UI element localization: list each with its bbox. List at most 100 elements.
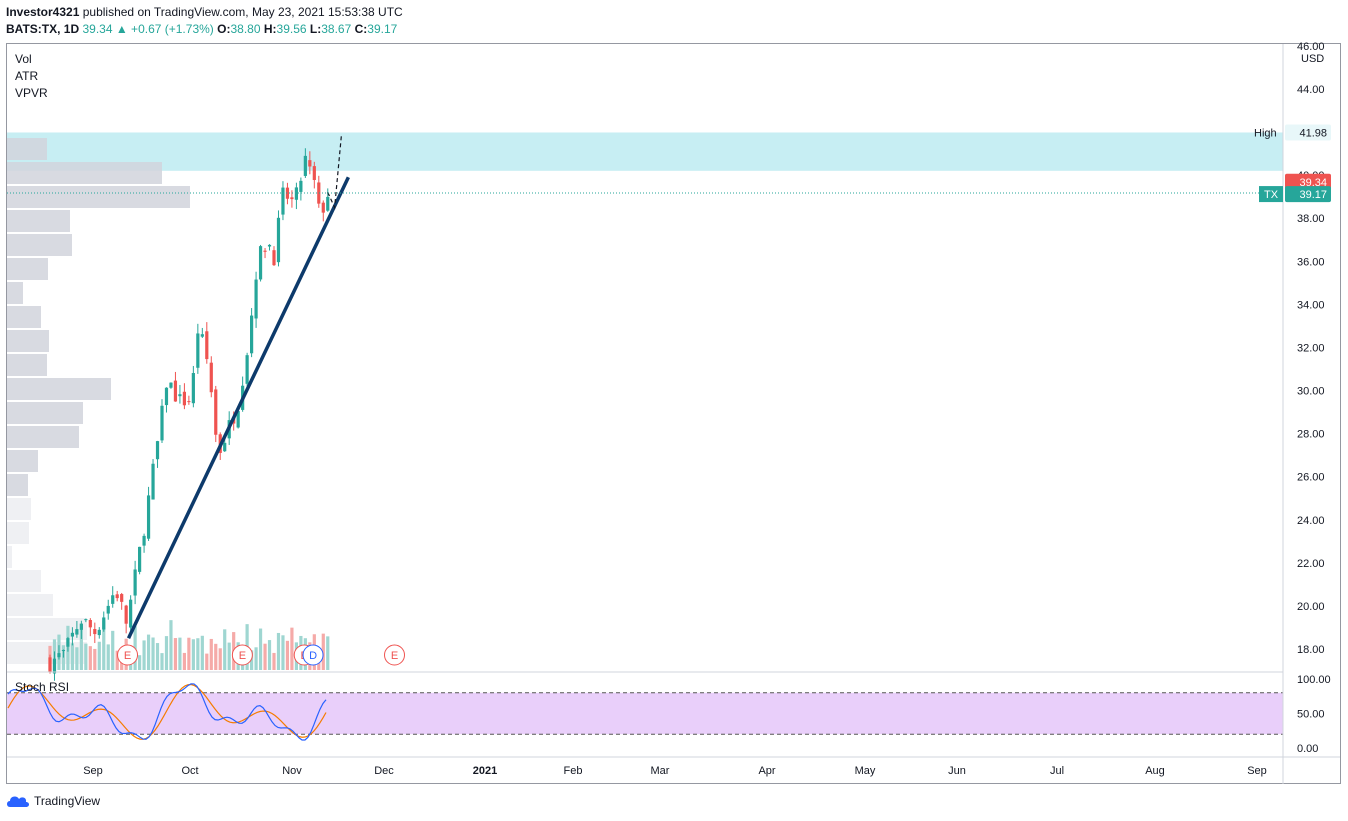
price-tick-label: 34.00 bbox=[1297, 299, 1325, 311]
candle-body bbox=[268, 245, 271, 247]
vpvr-bar bbox=[7, 138, 47, 160]
price-tick-label: 28.00 bbox=[1297, 429, 1325, 441]
volume-bar bbox=[210, 639, 213, 670]
candle-body bbox=[281, 188, 284, 215]
stoch-tick-label: 0.00 bbox=[1297, 743, 1318, 755]
candle-body bbox=[174, 381, 177, 402]
candle-body bbox=[205, 331, 208, 359]
volume-bar bbox=[187, 638, 190, 670]
indicator-stoch-rsi[interactable]: Stoch RSI bbox=[15, 680, 69, 694]
candle-body bbox=[326, 197, 329, 211]
indicator-vol[interactable]: Vol bbox=[15, 52, 32, 66]
vpvr-bar bbox=[7, 354, 47, 376]
vpvr-bar bbox=[7, 282, 23, 304]
candle-body bbox=[129, 600, 132, 628]
volume-bar bbox=[254, 647, 257, 670]
price-tick-label: 38.00 bbox=[1297, 213, 1325, 225]
event-marker-label: E bbox=[391, 650, 398, 662]
candle-body bbox=[263, 251, 266, 252]
candle-body bbox=[304, 156, 307, 176]
candle-body bbox=[192, 373, 195, 403]
time-tick-label: Feb bbox=[564, 765, 583, 777]
volume-bar bbox=[268, 640, 271, 670]
vpvr-bar bbox=[7, 618, 87, 640]
vpvr-bar bbox=[7, 234, 72, 256]
vpvr-bar bbox=[7, 522, 29, 544]
resistance-zone bbox=[7, 132, 1283, 170]
vpvr-bar bbox=[7, 258, 48, 280]
candle-body bbox=[214, 389, 217, 434]
volume-bar bbox=[201, 636, 204, 670]
time-tick-label: Dec bbox=[374, 765, 394, 777]
time-tick-label: Jun bbox=[948, 765, 966, 777]
volume-bar bbox=[219, 648, 222, 670]
candle-body bbox=[111, 595, 114, 604]
volume-bar bbox=[156, 643, 159, 670]
indicator-vpvr[interactable]: VPVR bbox=[15, 86, 48, 100]
brand-name: TradingView bbox=[34, 794, 100, 808]
candle-body bbox=[80, 624, 83, 630]
candle-body bbox=[169, 383, 172, 388]
candle-body bbox=[308, 160, 311, 166]
time-tick-label: Aug bbox=[1145, 765, 1165, 777]
candle-body bbox=[102, 617, 105, 629]
time-tick-label: Jul bbox=[1050, 765, 1064, 777]
volume-bar bbox=[290, 628, 293, 670]
tx-tag-label: TX bbox=[1264, 189, 1279, 201]
candle-body bbox=[142, 536, 145, 546]
price-tick-label: 18.00 bbox=[1297, 644, 1325, 656]
price-tick-label: 32.00 bbox=[1297, 342, 1325, 354]
volume-bar bbox=[84, 644, 87, 670]
volume-bar bbox=[93, 649, 96, 670]
candle-body bbox=[134, 569, 137, 595]
vpvr-bar bbox=[7, 426, 79, 448]
volume-bar bbox=[178, 638, 181, 670]
price-tick-label: 20.00 bbox=[1297, 601, 1325, 613]
candle-body bbox=[53, 659, 56, 674]
tradingview-logo[interactable]: TradingView bbox=[6, 794, 100, 808]
time-tick-label: Apr bbox=[758, 765, 775, 777]
tx-tag-value: 39.17 bbox=[1299, 189, 1327, 201]
volume-bar bbox=[196, 638, 199, 670]
vpvr-bar bbox=[7, 186, 190, 208]
candle-body bbox=[120, 594, 123, 602]
volume-bar bbox=[107, 644, 110, 670]
candle-body bbox=[250, 316, 253, 354]
candle-body bbox=[156, 441, 159, 459]
vpvr-bar bbox=[7, 594, 53, 616]
candle-body bbox=[147, 495, 150, 538]
currency-label: USD bbox=[1301, 53, 1324, 65]
candle-body bbox=[223, 443, 226, 451]
event-marker-label: E bbox=[239, 650, 246, 662]
candle-body bbox=[290, 197, 293, 199]
volume-bar bbox=[138, 655, 141, 670]
stoch-band bbox=[7, 693, 1283, 734]
volume-bar bbox=[183, 653, 186, 670]
candle-body bbox=[201, 334, 204, 336]
volume-bar bbox=[174, 638, 177, 670]
indicator-atr[interactable]: ATR bbox=[15, 69, 38, 83]
volume-bar bbox=[228, 643, 231, 670]
vpvr-bar bbox=[7, 402, 83, 424]
time-tick-label: Sep bbox=[1247, 765, 1267, 777]
time-tick-label: 2021 bbox=[473, 765, 497, 777]
candle-body bbox=[178, 394, 181, 396]
volume-bar bbox=[277, 633, 280, 670]
candle-body bbox=[89, 620, 92, 627]
stoch-tick-label: 100.00 bbox=[1297, 674, 1331, 686]
high-tag-label: High bbox=[1254, 127, 1277, 139]
time-tick-label: Nov bbox=[282, 765, 302, 777]
candle-body bbox=[125, 606, 128, 624]
candle-body bbox=[93, 629, 96, 634]
candle-body bbox=[165, 388, 168, 405]
vpvr-bar bbox=[7, 474, 28, 496]
candle-body bbox=[187, 401, 190, 402]
candle-body bbox=[210, 363, 213, 393]
volume-bar bbox=[111, 631, 114, 670]
candle-body bbox=[254, 280, 257, 319]
volume-bar bbox=[160, 653, 163, 670]
candle-body bbox=[75, 629, 78, 634]
time-tick-label: May bbox=[855, 765, 876, 777]
volume-bar bbox=[326, 636, 329, 670]
